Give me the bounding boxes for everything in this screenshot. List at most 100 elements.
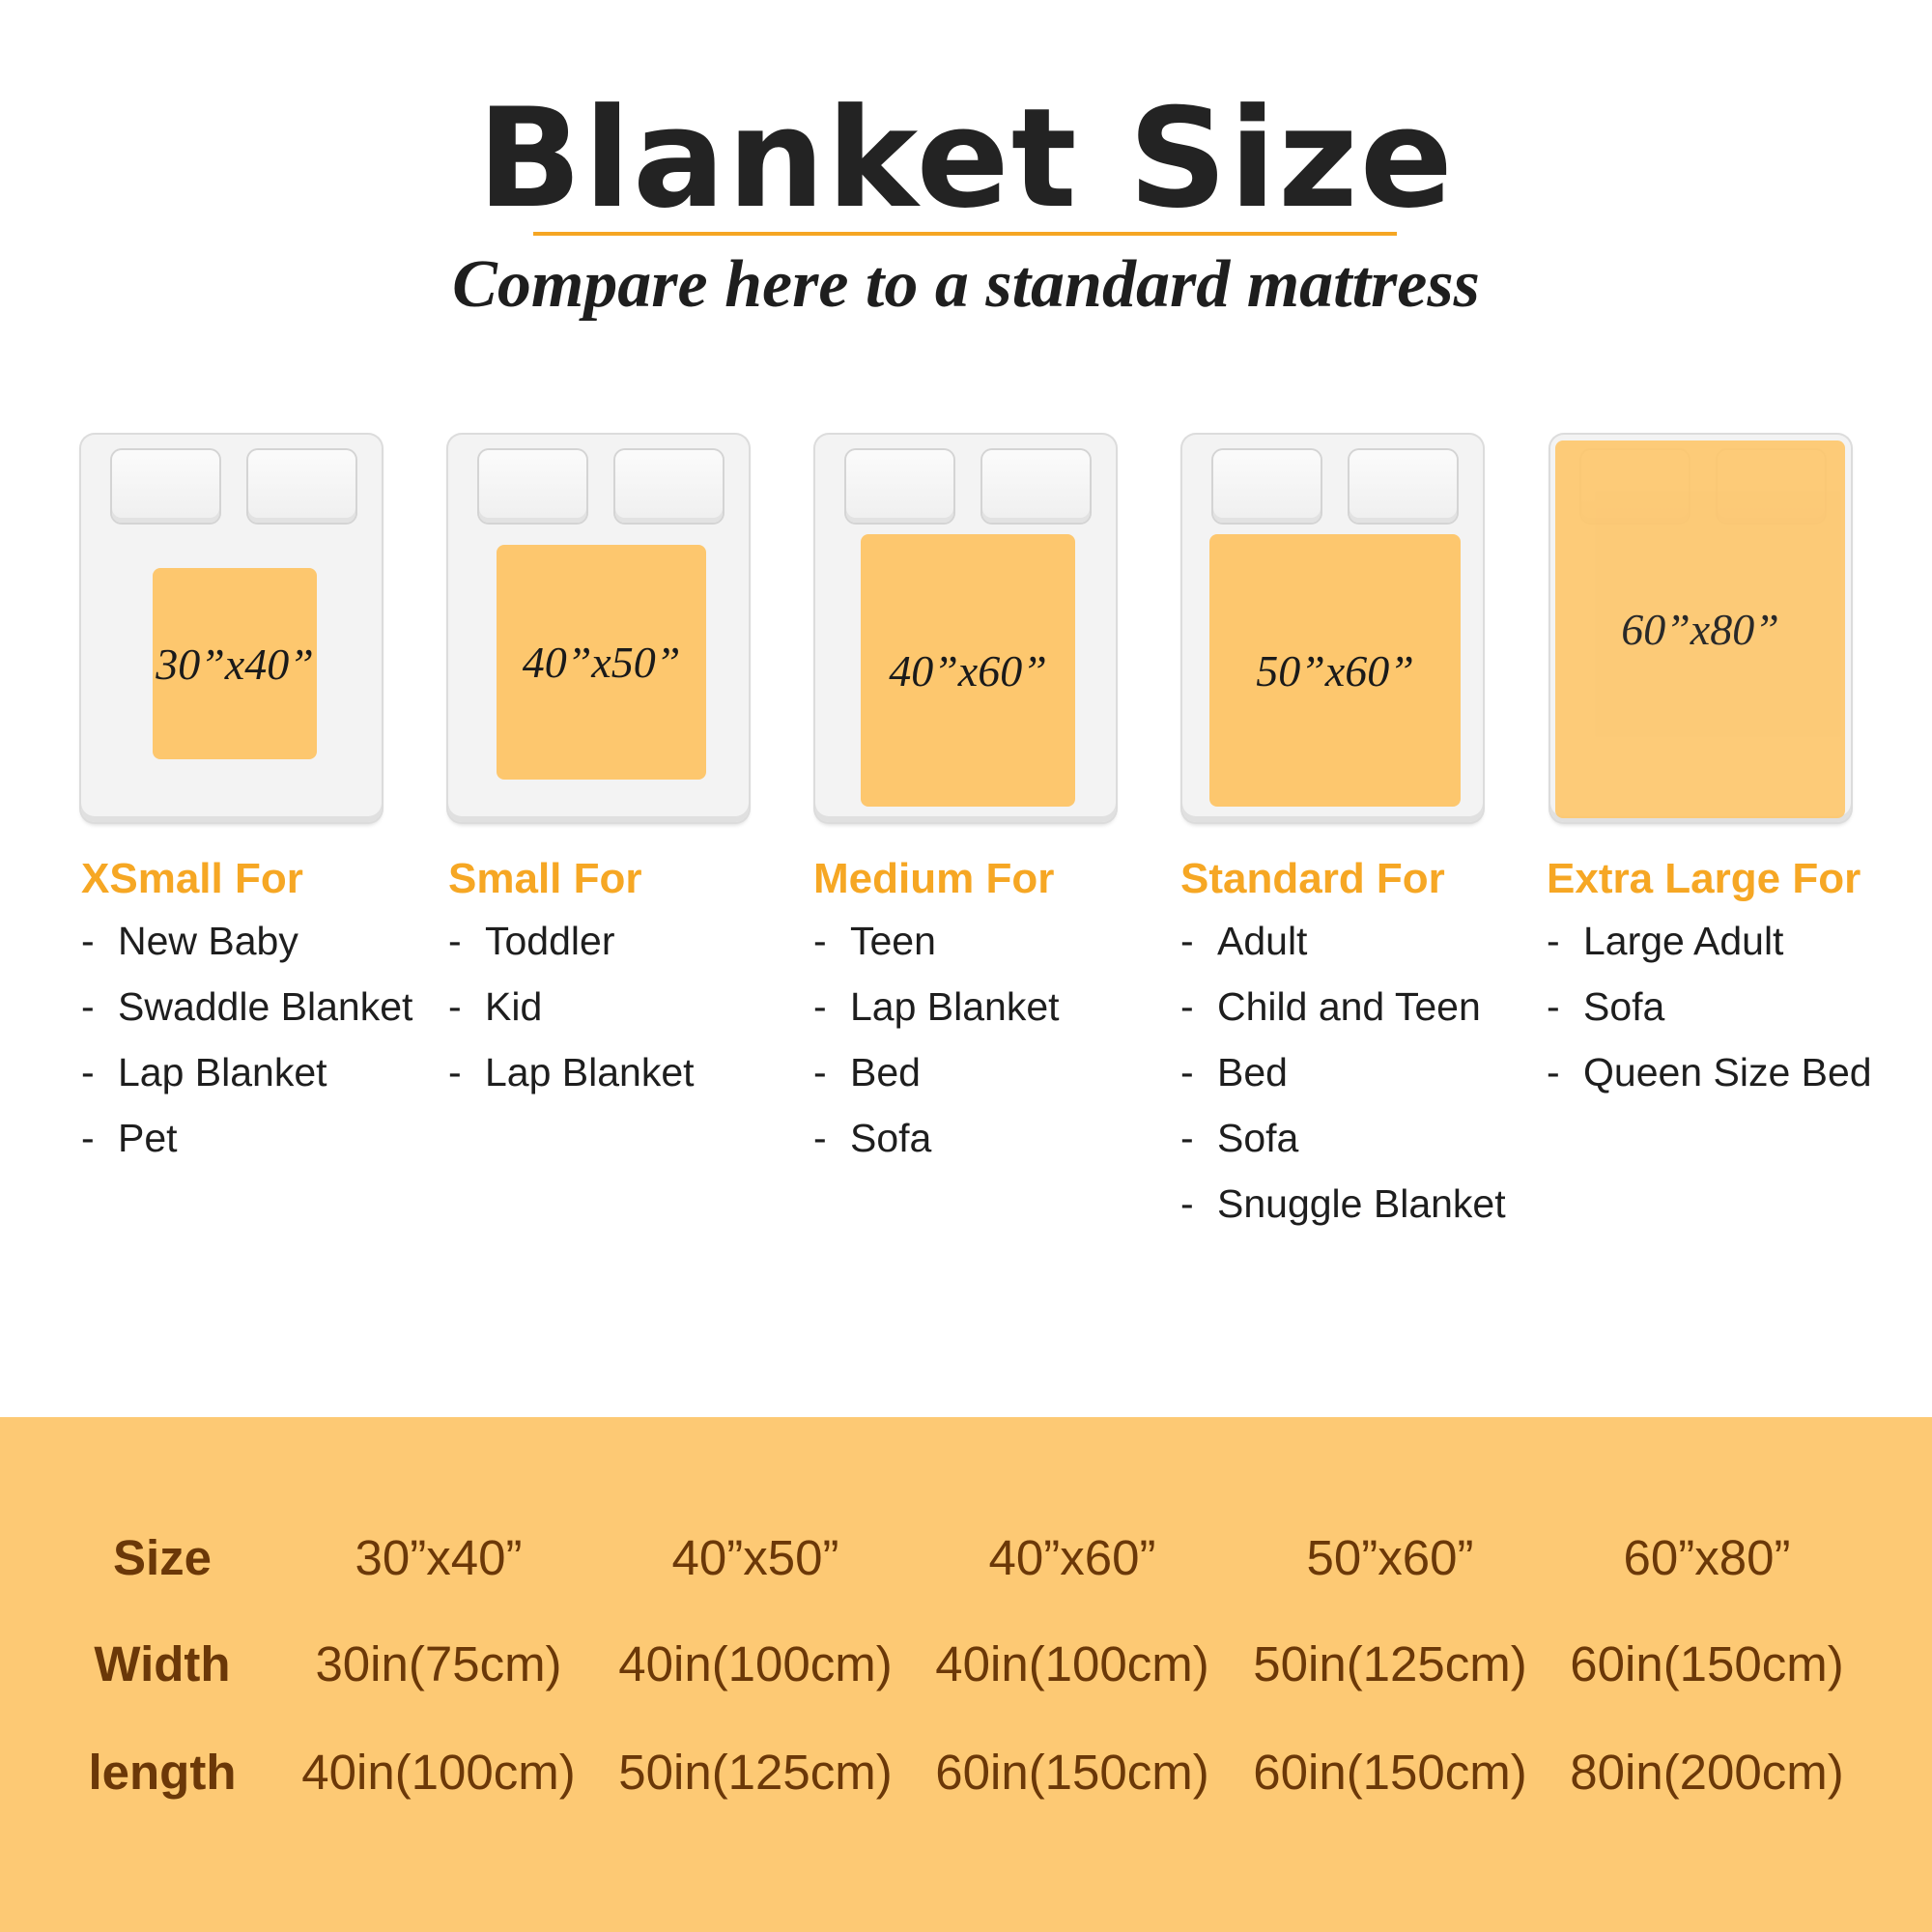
- list-item: - Swaddle Blanket: [81, 974, 412, 1039]
- size-usage-column: Standard For - Adult - Child and Teen - Bed - So…: [1180, 850, 1506, 1236]
- blanket-size-label: 40”x60”: [889, 645, 1047, 696]
- table-cell: 40”x50”: [671, 1530, 839, 1585]
- table-row-label: Size: [112, 1530, 213, 1585]
- bullet: -: [813, 1116, 827, 1160]
- list-item: - Bed: [813, 1039, 1060, 1105]
- bullet: -: [81, 919, 95, 963]
- list-item-label: Snuggle Blanket: [1217, 1181, 1506, 1226]
- bullet: -: [1547, 919, 1560, 963]
- blanket-size-label: 40”x50”: [522, 638, 681, 687]
- page-title: Blanket Size: [477, 79, 1455, 239]
- table-cell: 40in(100cm): [935, 1636, 1209, 1691]
- list-item: - Large Adult: [1547, 908, 1872, 974]
- bullet: -: [813, 984, 827, 1029]
- pillow: [479, 450, 586, 523]
- bullet: -: [448, 984, 462, 1029]
- bullet: -: [81, 1116, 95, 1160]
- list-item-label: Lap Blanket: [485, 1050, 695, 1094]
- size-heading: XSmall For: [81, 855, 303, 902]
- blanket-size-0: 30”x40”: [153, 568, 317, 759]
- bullet: -: [813, 1050, 827, 1094]
- pillow: [1213, 450, 1321, 523]
- pillow: [982, 450, 1090, 523]
- size-heading: Small For: [448, 855, 642, 902]
- list-item: - Pet: [81, 1105, 412, 1171]
- blanket-size-3: 50”x60”: [1209, 534, 1461, 807]
- list-item-label: Bed: [1217, 1050, 1288, 1094]
- table-cell: 60in(150cm): [1570, 1636, 1844, 1691]
- list-item-label: Toddler: [485, 919, 615, 963]
- title-underline: [533, 232, 1397, 236]
- list-item-label: Adult: [1217, 919, 1308, 963]
- bullet: -: [1547, 1050, 1560, 1094]
- list-item-label: Bed: [850, 1050, 921, 1094]
- pillow: [846, 450, 953, 523]
- size-table-band: [0, 1417, 1932, 1932]
- table-row-label: Width: [94, 1636, 231, 1691]
- blanket-size-label: 60”x80”: [1621, 605, 1779, 654]
- page-subtitle: Compare here to a standard mattress: [452, 247, 1480, 322]
- table-cell: 60in(150cm): [1253, 1745, 1527, 1800]
- list-item-label: New Baby: [118, 919, 298, 963]
- list-item: - Queen Size Bed: [1547, 1039, 1872, 1105]
- table-cell: 50in(125cm): [618, 1745, 893, 1800]
- size-usage-column: Medium For - Teen - Lap Blanket - Bed - Sofa: [813, 850, 1060, 1171]
- list-item: - Snuggle Blanket: [1180, 1171, 1506, 1236]
- list-item: - Child and Teen: [1180, 974, 1506, 1039]
- bullet: -: [1180, 919, 1194, 963]
- list-item-label: Kid: [485, 984, 543, 1029]
- size-usage-column: Small For - Toddler - Kid - Lap Blanket: [448, 850, 695, 1105]
- list-item: - Lap Blanket: [448, 1039, 695, 1105]
- mattress: 40”x60”: [815, 435, 1116, 822]
- blanket-size-1: 40”x50”: [497, 545, 706, 780]
- list-item-label: Child and Teen: [1217, 984, 1481, 1029]
- bullet: -: [81, 1050, 95, 1094]
- list-item-label: Sofa: [1217, 1116, 1299, 1160]
- list-item: - Kid: [448, 974, 695, 1039]
- pillow: [1350, 450, 1457, 523]
- list-item-label: Sofa: [850, 1116, 932, 1160]
- table-row-label: length: [88, 1745, 237, 1800]
- table-cell: 60”x80”: [1623, 1530, 1791, 1585]
- blanket-size-label: 50”x60”: [1256, 645, 1414, 696]
- bullet: -: [448, 919, 462, 963]
- size-heading: Medium For: [813, 855, 1055, 902]
- list-item-label: Swaddle Blanket: [118, 984, 413, 1029]
- pillow: [112, 450, 219, 523]
- list-item-label: Queen Size Bed: [1583, 1050, 1872, 1094]
- blanket-size-4: 60”x80”: [1555, 440, 1845, 818]
- table-cell: 30in(75cm): [315, 1636, 562, 1691]
- list-item-label: Lap Blanket: [118, 1050, 327, 1094]
- table-cell: 30”x40”: [355, 1530, 523, 1585]
- list-item: - Lap Blanket: [81, 1039, 412, 1105]
- list-item: - Lap Blanket: [813, 974, 1060, 1039]
- table-cell: 60in(150cm): [935, 1745, 1209, 1800]
- list-item: - New Baby: [81, 908, 412, 974]
- list-item-label: Teen: [850, 919, 936, 963]
- list-item: - Sofa: [1547, 974, 1872, 1039]
- bullet: -: [813, 919, 827, 963]
- bullet: -: [1180, 1116, 1194, 1160]
- list-item: - Sofa: [813, 1105, 1060, 1171]
- table-cell: 40”x60”: [988, 1530, 1156, 1585]
- blanket-size-2: 40”x60”: [861, 534, 1075, 807]
- table-cell: 50in(125cm): [1253, 1636, 1527, 1691]
- bullet: -: [448, 1050, 462, 1094]
- list-item-label: Large Adult: [1583, 919, 1784, 963]
- list-item-label: Pet: [118, 1116, 178, 1160]
- bullet: -: [81, 984, 95, 1029]
- bullet: -: [1180, 1050, 1194, 1094]
- list-item: - Sofa: [1180, 1105, 1506, 1171]
- table-cell: 80in(200cm): [1570, 1745, 1844, 1800]
- list-item-label: Lap Blanket: [850, 984, 1060, 1029]
- list-item: - Bed: [1180, 1039, 1506, 1105]
- list-item: - Teen: [813, 908, 1060, 974]
- table-cell: 40in(100cm): [618, 1636, 893, 1691]
- bullet: -: [1547, 984, 1560, 1029]
- size-usage-column: XSmall For - New Baby - Swaddle Blanket - Lap …: [81, 850, 412, 1171]
- mattress: 60”x80”: [1550, 435, 1851, 822]
- pillow: [615, 450, 723, 523]
- bullet: -: [1180, 984, 1194, 1029]
- size-heading: Extra Large For: [1547, 855, 1861, 902]
- pillow: [248, 450, 355, 523]
